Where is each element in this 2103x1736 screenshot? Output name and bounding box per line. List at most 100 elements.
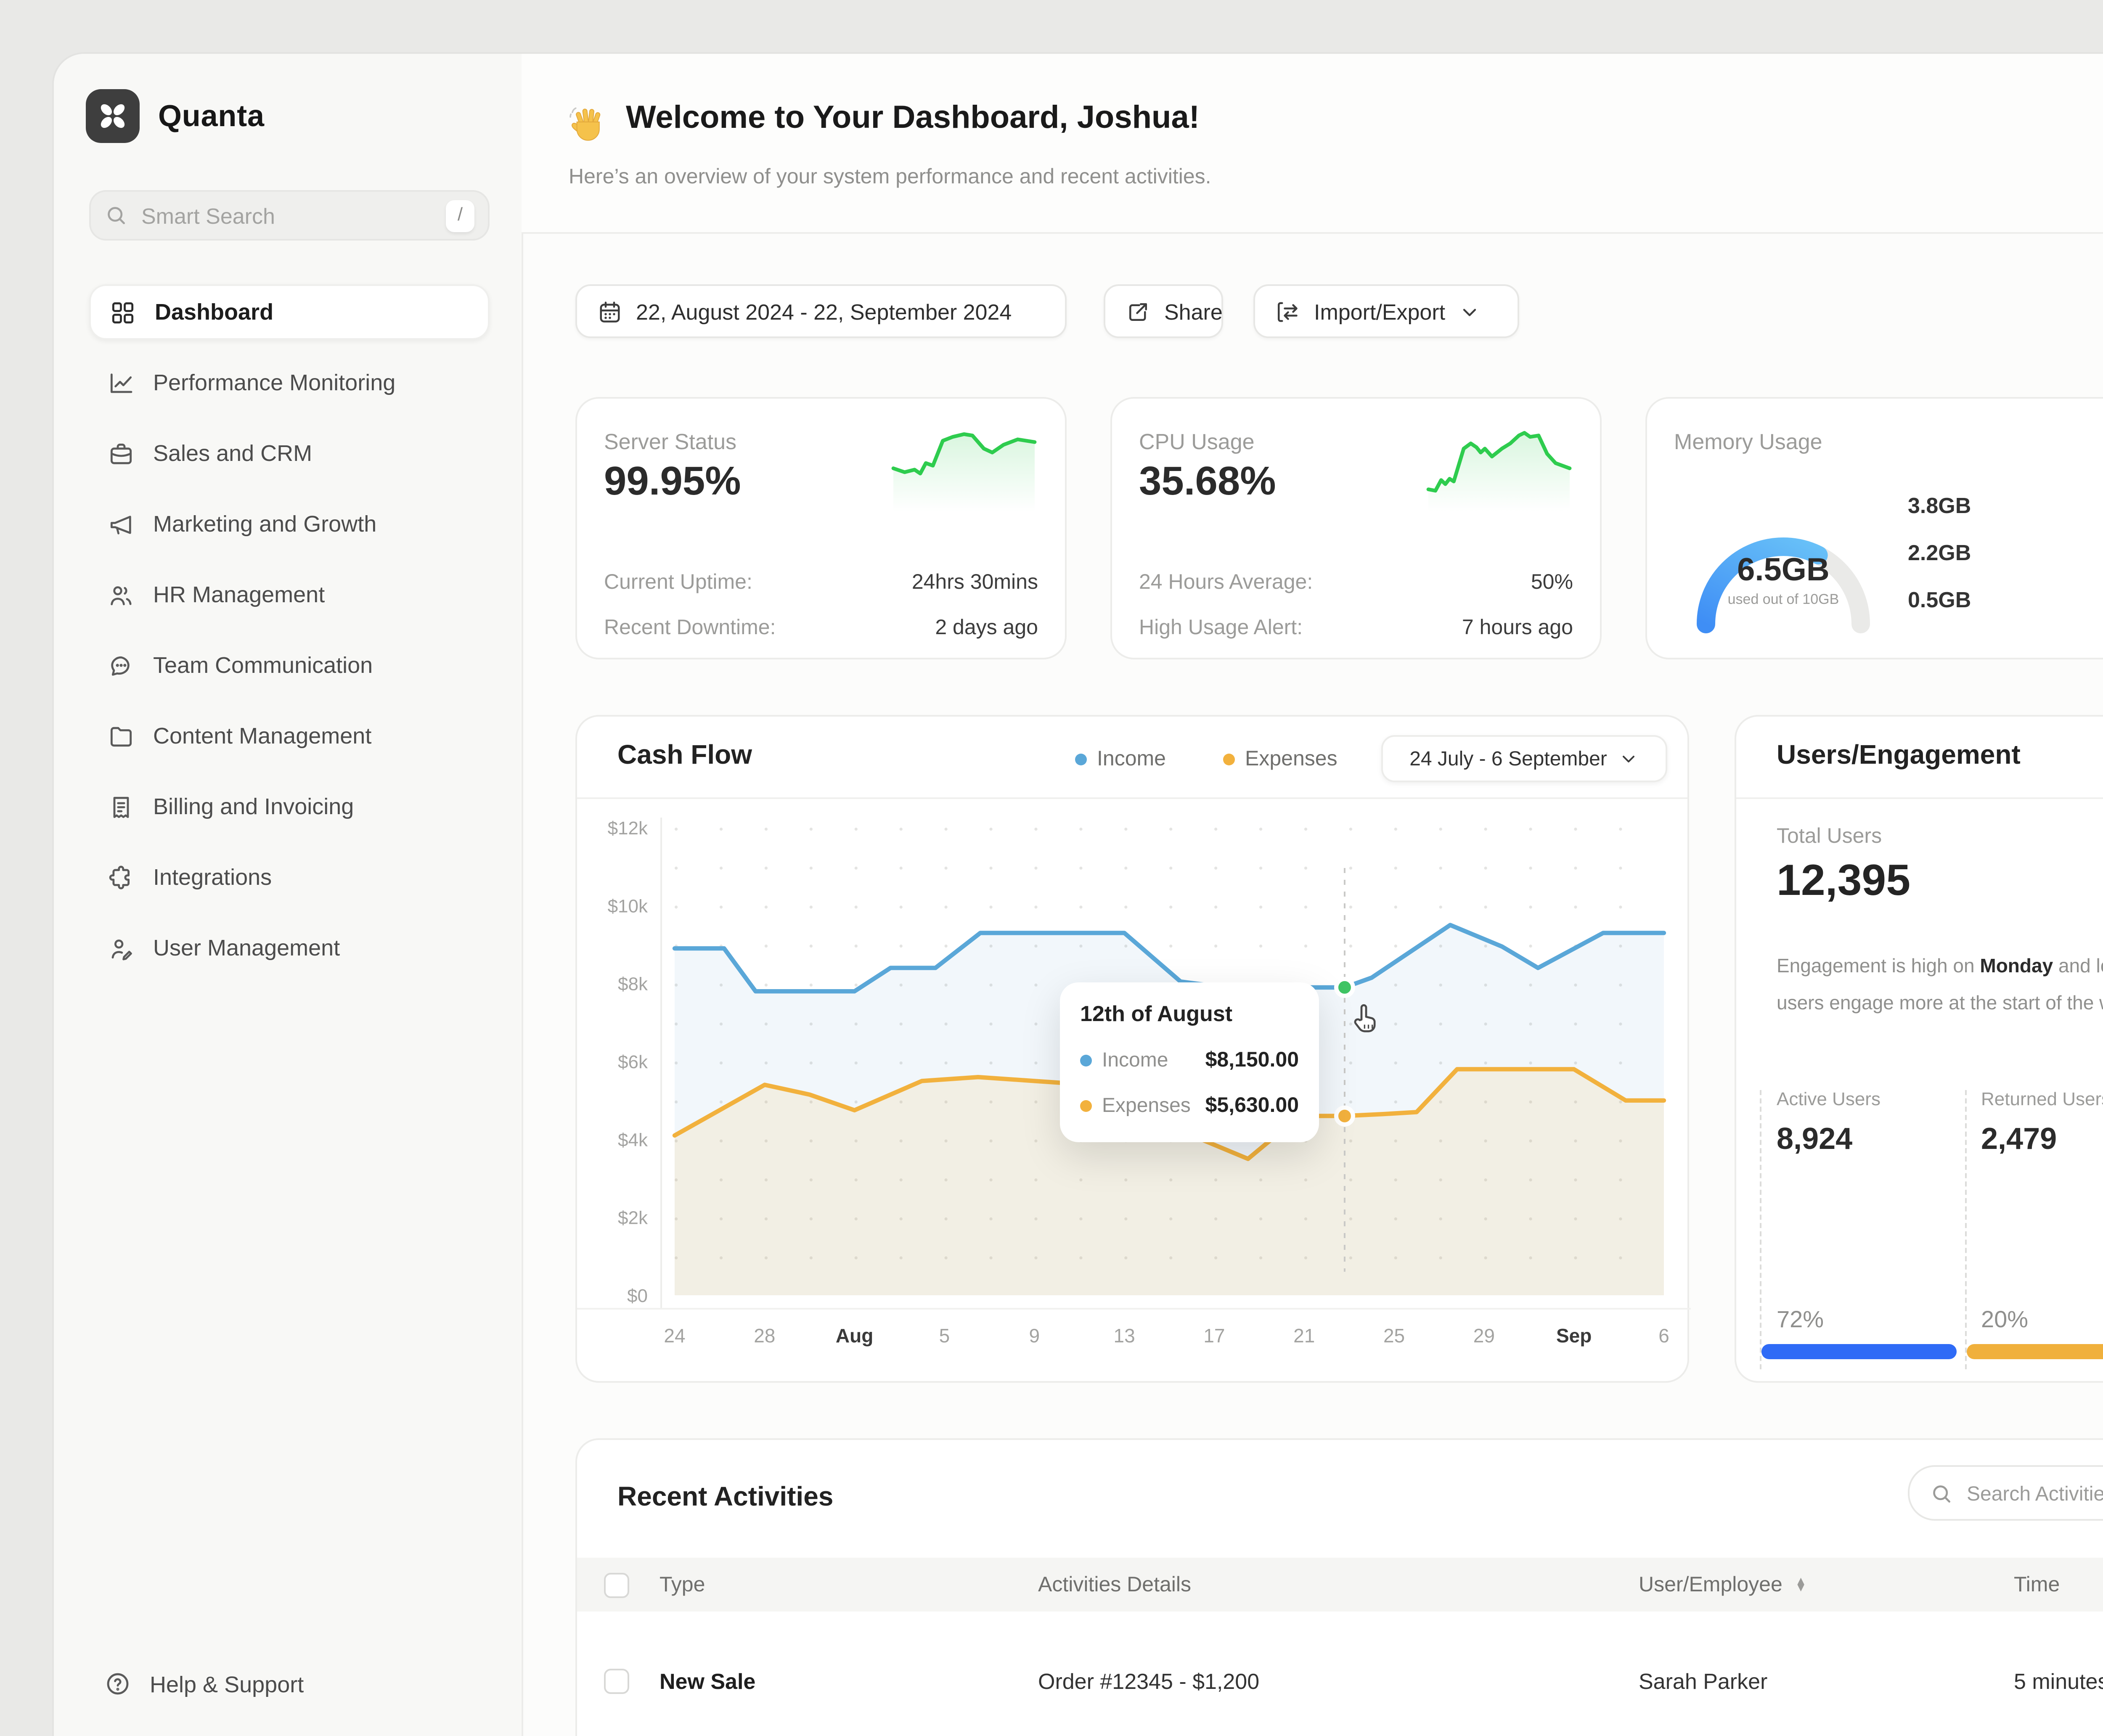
page-subtitle: Here’s an overview of your system perfor… (569, 165, 1211, 188)
table-row[interactable]: New Sale Order #12345 - $1,200 Sarah Parke… (577, 1652, 2103, 1709)
activities-search-input[interactable]: Search Activities (1908, 1465, 2103, 1521)
server-status-card: Server Status 99.95% Current Uptime: 24hr… (575, 397, 1067, 659)
brand-name: Quanta (158, 98, 265, 132)
sidebar-item-label: Content Management (153, 723, 372, 749)
svg-text:$4k: $4k (618, 1130, 648, 1150)
col-type[interactable]: Type (660, 1573, 705, 1596)
search-shortcut-key: / (446, 199, 474, 231)
import-export-icon (1275, 299, 1300, 324)
sidebar-item-billing-and-invoicing[interactable]: Billing and Invoicing (89, 779, 490, 834)
col-time[interactable]: Time (2014, 1573, 2060, 1596)
user-icon (108, 934, 135, 961)
share-icon (1126, 299, 1151, 324)
select-all-checkbox[interactable] (604, 1572, 629, 1597)
date-range-button[interactable]: 22, August 2024 - 22, September 2024 (575, 284, 1067, 338)
server-sparkline (891, 432, 1037, 511)
folder-icon (108, 722, 135, 749)
sidebar-item-content-management[interactable]: Content Management (89, 708, 490, 764)
chart-tooltip: 12th of August Income $8,150.00 Expenses $… (1060, 982, 1319, 1142)
brand-logo-icon (86, 89, 140, 143)
cash-flow-header: Cash Flow Income Expenses 24 July - 6 Se… (577, 717, 1687, 799)
users-engagement-card: Users/Engagement Yearly Total Users 12,3… (1735, 715, 2103, 1383)
search-icon (1930, 1481, 1953, 1505)
row-checkbox[interactable] (604, 1668, 629, 1693)
users-header: Users/Engagement Yearly (1736, 717, 2103, 799)
calendar-icon (597, 299, 622, 324)
card-title: CPU Usage (1139, 429, 1255, 454)
server-status-value: 99.95% (604, 459, 741, 505)
svg-text:21: 21 (1293, 1325, 1315, 1347)
sidebar-item-integrations[interactable]: Integrations (89, 849, 490, 905)
chevron-down-icon (1623, 756, 1635, 762)
legend-expenses: Expenses (1223, 747, 1338, 770)
chart-line-icon (108, 369, 135, 396)
sidebar-item-marketing-and-growth[interactable]: Marketing and Growth (89, 496, 490, 552)
svg-text:25: 25 (1383, 1325, 1405, 1347)
search-input[interactable]: Smart Search / (89, 190, 490, 241)
sidebar-item-dashboard[interactable]: Dashboard (89, 284, 490, 340)
svg-text:$8k: $8k (618, 974, 648, 995)
activity-time: 5 minutes ago (2014, 1668, 2103, 1693)
sidebar-item-label: Marketing and Growth (153, 511, 377, 537)
cash-flow-title: Cash Flow (617, 742, 752, 770)
svg-text:28: 28 (754, 1325, 775, 1347)
screen: Quanta Smart Search / Dashboard Performan… (54, 54, 2103, 1736)
app-window: Quanta Smart Search / Dashboard Performan… (54, 54, 2103, 1736)
activity-type: New Sale (660, 1668, 756, 1693)
megaphone-icon (108, 511, 135, 537)
chevron-down-icon (1459, 300, 1481, 322)
help-icon (104, 1670, 131, 1697)
sidebar-item-label: Billing and Invoicing (153, 794, 354, 819)
total-users-label: Total Users (1777, 824, 1882, 848)
svg-text:$12k: $12k (608, 818, 648, 839)
recent-activities-card: Recent Activities Search Activities Type… (575, 1438, 2103, 1736)
svg-text:5: 5 (939, 1325, 950, 1347)
sidebar-item-label: HR Management (153, 582, 325, 607)
memory-legend: 3.8GBApplications 2.2GBSystems 0.5GBCached (1908, 493, 2103, 634)
sort-icon: ▲ ▼ (1795, 1575, 1807, 1594)
sidebar-item-label: Sales and CRM (153, 441, 313, 466)
svg-text:29: 29 (1473, 1325, 1495, 1347)
table-header: Type Activities Details User/Employee ▲ ▼ Ti… (577, 1558, 2103, 1612)
users-title: Users/Engagement (1777, 742, 2021, 770)
legend-income: Income (1075, 747, 1166, 770)
briefcase-icon (108, 440, 135, 467)
message-icon (108, 652, 135, 679)
sidebar-item-hr-management[interactable]: HR Management (89, 567, 490, 622)
sidebar-item-user-management[interactable]: User Management (89, 920, 490, 976)
activity-user: Sarah Parker (1639, 1668, 1768, 1693)
memory-legend-row: 3.8GBApplications (1908, 493, 1971, 518)
puzzle-icon (108, 864, 135, 891)
sidebar-item-label: Dashboard (155, 299, 274, 325)
svg-text:$0: $0 (627, 1286, 648, 1306)
svg-text:6: 6 (1658, 1325, 1669, 1347)
svg-text:$6k: $6k (618, 1052, 648, 1072)
svg-text:Sep: Sep (1556, 1325, 1592, 1347)
expenses-dot-icon (1223, 753, 1235, 765)
receipt-icon (108, 793, 135, 820)
col-user[interactable]: User/Employee ▲ ▼ (1639, 1573, 1807, 1596)
col-details[interactable]: Activities Details (1038, 1573, 1191, 1596)
import-export-button[interactable]: Import/Export (1253, 284, 1519, 338)
chart-range-select[interactable]: 24 July - 6 September (1381, 735, 1667, 782)
card-title: Memory Usage (1674, 429, 1822, 454)
memory-legend-row: 0.5GBCached (1908, 587, 1971, 612)
search-icon (104, 204, 128, 227)
grid-icon (109, 299, 136, 326)
engagement-insight: Engagement is high on Monday and low on … (1777, 957, 2103, 1014)
wave-icon (569, 104, 609, 145)
page-title: Welcome to Your Dashboard, Joshua! (626, 101, 1200, 136)
share-button[interactable]: Share (1104, 284, 1223, 338)
sidebar-item-label: Team Communication (153, 653, 373, 678)
sidebar-item-label: User Management (153, 935, 340, 961)
income-dot-icon (1075, 753, 1087, 765)
svg-text:17: 17 (1203, 1325, 1225, 1347)
memory-legend-row: 2.2GBSystems (1908, 540, 1971, 565)
sidebar-item-sales-and-crm[interactable]: Sales and CRM (89, 426, 490, 481)
sidebar-item-team-communication[interactable]: Team Communication (89, 638, 490, 693)
sidebar-item-performance-monitoring[interactable]: Performance Monitoring (89, 355, 490, 410)
memory-used-caption: used out of 10GB (1727, 590, 1839, 607)
memory-gauge (1697, 537, 1870, 633)
sidebar-item-help[interactable]: Help & Support (104, 1670, 304, 1697)
stat-returned-users: Returned Users 2,479 20% (1964, 1090, 2103, 1369)
